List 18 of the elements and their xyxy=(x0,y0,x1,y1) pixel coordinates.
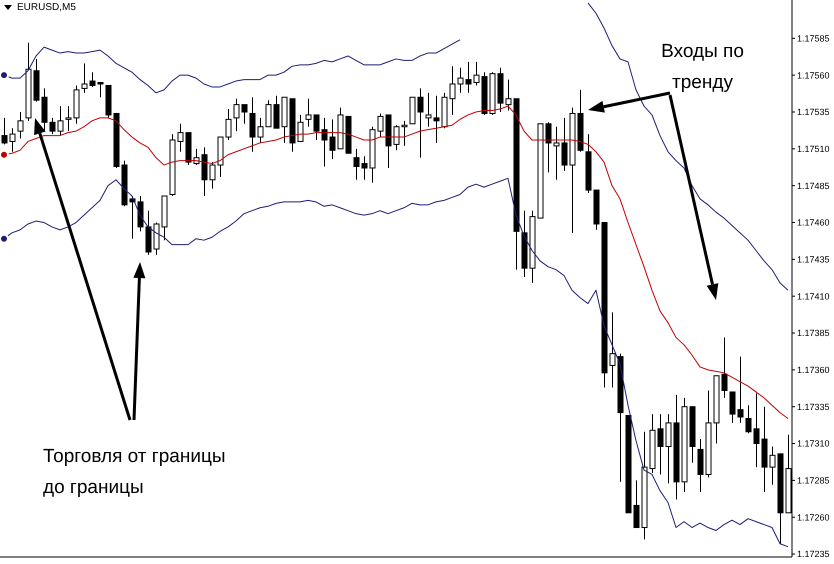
y-tick-label: 1.17510 xyxy=(797,144,830,154)
y-tick-label: 1.17460 xyxy=(797,218,830,228)
y-tick-label: 1.17485 xyxy=(797,180,830,191)
y-tick-label: 1.17285 xyxy=(797,476,830,486)
y-tick-label: 1.17310 xyxy=(797,438,830,449)
annotation: Входы по тренду xyxy=(660,40,745,95)
chart-title: EURUSD,M5 xyxy=(17,2,76,13)
y-tick-label: 1.17560 xyxy=(797,70,830,80)
annotation: Торговля от границы до границы xyxy=(43,445,226,500)
y-tick-label: 1.17335 xyxy=(797,402,830,412)
y-tick-label: 1.17235 xyxy=(797,549,830,560)
y-tick-label: 1.17535 xyxy=(797,107,830,118)
y-tick-label: 1.17585 xyxy=(797,34,830,44)
y-tick-label: 1.17360 xyxy=(797,365,830,376)
y-tick-label: 1.17410 xyxy=(797,291,830,302)
y-tick-label: 1.17385 xyxy=(797,328,830,338)
y-tick-label: 1.17435 xyxy=(797,254,830,265)
y-tick-label: 1.17260 xyxy=(797,512,830,522)
